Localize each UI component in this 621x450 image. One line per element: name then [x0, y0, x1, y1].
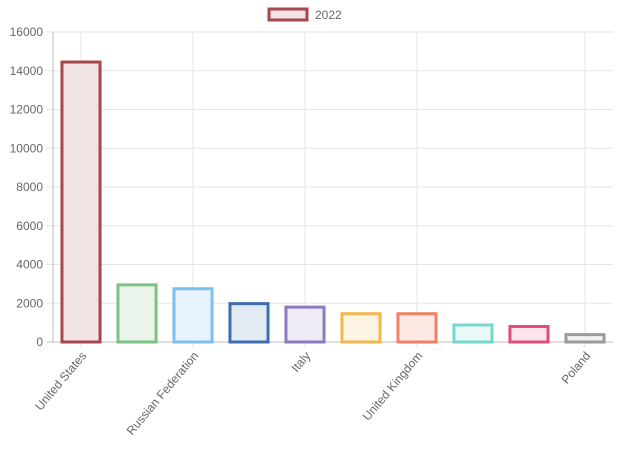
bar [396, 312, 438, 344]
bar [116, 283, 158, 344]
bar [508, 325, 550, 344]
y-tick-label: 4000 [16, 258, 43, 272]
y-tick-label: 0 [36, 335, 43, 349]
bar [452, 323, 494, 344]
y-tick-label: 16000 [10, 25, 44, 39]
bar [564, 333, 606, 344]
y-tick-label: 12000 [10, 103, 44, 117]
bar [172, 287, 214, 344]
x-tick-label: United States [32, 349, 89, 413]
x-tick-label: Poland [559, 349, 594, 387]
bar [340, 312, 382, 344]
y-tick-label: 14000 [10, 64, 44, 78]
legend-swatch [267, 7, 309, 22]
x-tick-label: Italy [288, 349, 313, 375]
bar [228, 302, 270, 344]
x-tick-label: United Kingdom [360, 349, 426, 423]
bar [60, 60, 102, 344]
y-tick-label: 8000 [16, 180, 43, 194]
legend-label: 2022 [315, 8, 342, 22]
x-tick-label: Russian Federation [124, 349, 202, 438]
y-tick-label: 6000 [16, 219, 43, 233]
y-tick-label: 10000 [10, 141, 44, 155]
y-tick-label: 2000 [16, 296, 43, 310]
bar [284, 305, 326, 344]
